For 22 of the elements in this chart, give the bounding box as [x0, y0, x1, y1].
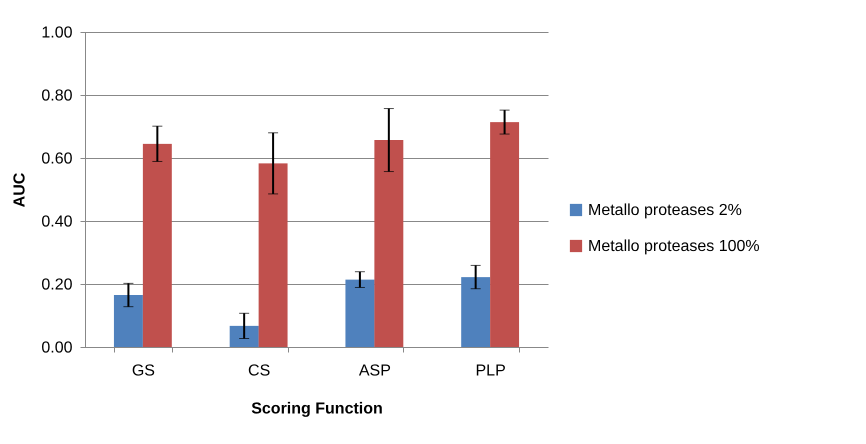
y-tick-label: 0.00: [41, 340, 73, 356]
y-tick-label: 0.80: [41, 88, 73, 104]
y-tick-label: 1.00: [41, 24, 73, 42]
bar: [374, 140, 404, 347]
bar: [230, 326, 259, 347]
y-tick-label: 0.40: [41, 214, 73, 230]
bar: [461, 277, 490, 347]
x-tick-label: GS: [132, 362, 155, 380]
y-tick-label: 0.60: [41, 150, 73, 168]
bar: [258, 163, 288, 347]
x-tick-label: CS: [248, 362, 270, 380]
bar: [345, 280, 374, 347]
x-axis-title: Scoring Function: [251, 400, 383, 418]
legend-label: Metallo proteases 100%: [588, 238, 760, 255]
x-tick-label: PLP: [476, 362, 506, 380]
bar: [490, 122, 520, 347]
y-axis-title: AUC: [11, 172, 28, 208]
bar: [114, 295, 143, 347]
y-tick-label: 0.20: [41, 276, 73, 294]
legend-label: Metallo proteases 2%: [588, 202, 742, 219]
bar: [142, 144, 172, 347]
x-tick-label: ASP: [358, 362, 391, 380]
